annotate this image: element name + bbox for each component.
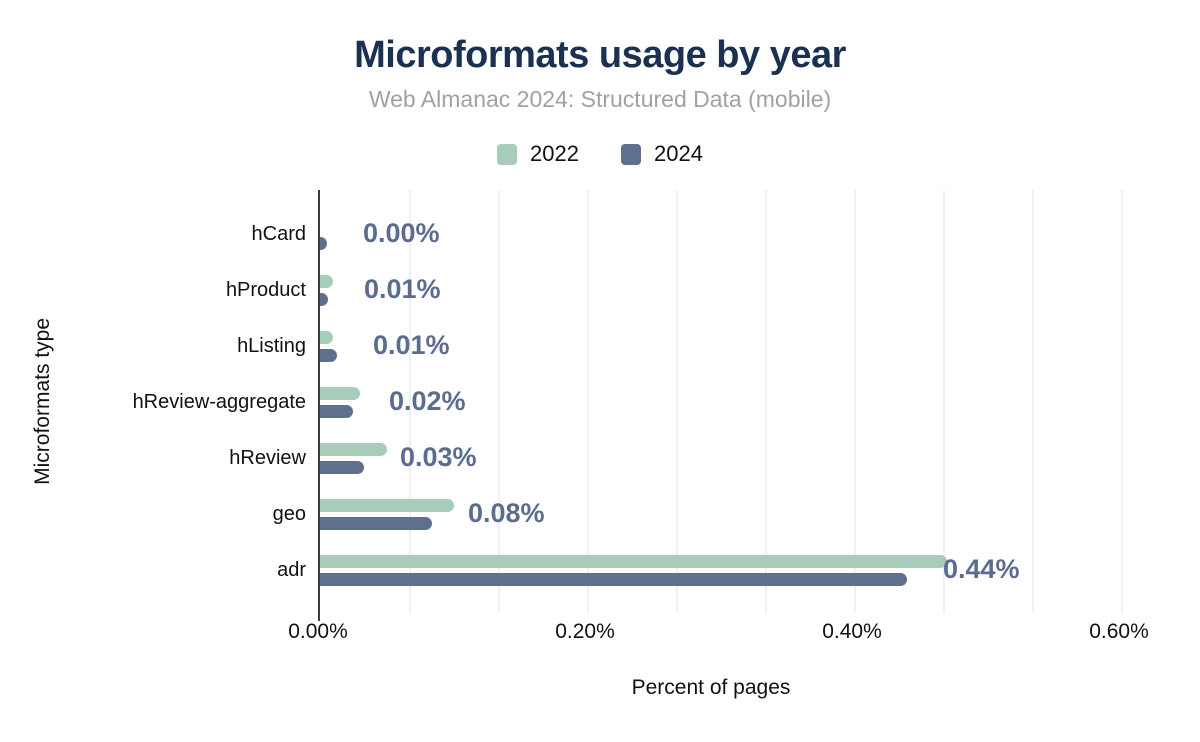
x-tick-labels: 0.00% 0.20% 0.40% 0.60% [288,620,1180,646]
value-label-hProduct: 0.01% [364,274,441,304]
bar-2024-hCard [320,236,327,250]
x-tick-label-0.00%: 0.00% [288,620,348,643]
category-label-hProduct: hProduct [225,279,306,301]
bar-2022-hListing [320,330,333,344]
gridline [1032,190,1034,613]
bar-2022-geo [320,498,454,512]
gridline [498,190,500,613]
plot-area: 0.00% 0.01% 0.01% 0.02% 0.03% 0.08% 0.44% [318,190,1182,621]
x-axis-title: Percent of pages [631,676,791,699]
legend: 2022 2024 [0,141,1200,167]
category-labels: hCard hProduct hListing hReview-aggregate hR… [0,190,306,613]
gridline [1121,190,1123,613]
category-label-hReview-aggregate: hReview-aggregate [132,391,306,413]
legend-label: 2024 [654,141,703,166]
category-label-geo: geo [272,503,306,525]
category-label-hListing: hListing [237,335,306,357]
value-label-geo: 0.08% [468,498,545,528]
category-label-hReview: hReview [229,447,306,469]
x-axis-zero-tick [318,613,320,621]
gridline [854,190,856,613]
x-tick-label-0.60%: 0.60% [1089,620,1149,643]
bar-2024-adr [320,572,907,586]
bar-2022-hReview [320,442,387,456]
legend-label: 2022 [530,141,579,166]
gridline [409,190,411,613]
bar-2022-hProduct [320,274,333,288]
bar-2024-hReview [320,460,364,474]
bar-2024-geo [320,516,432,530]
value-label-adr: 0.44% [943,554,1020,584]
bar-2024-hReview-aggregate [320,404,353,418]
gridline [676,190,678,613]
category-label-adr: adr [277,559,306,581]
page-subtitle: Web Almanac 2024: Structured Data (mobil… [368,86,832,112]
x-tick-label-0.20%: 0.20% [555,620,615,643]
gridline [587,190,589,613]
page-title: Microformats usage by year [354,34,846,76]
x-tick-label-0.40%: 0.40% [822,620,882,643]
gridline [943,190,945,613]
value-label-hReview: 0.03% [400,442,477,472]
value-label-hListing: 0.01% [373,330,450,360]
bar-2024-hProduct [320,292,328,306]
value-label-hCard: 0.00% [363,218,440,248]
bar-2022-adr [320,554,947,568]
gridline [765,190,767,613]
legend-item-2024: 2024 [621,141,703,167]
value-label-hReview-aggregate: 0.02% [389,386,466,416]
bar-2024-hListing [320,348,337,362]
legend-item-2022: 2022 [497,141,579,167]
legend-swatch-2022 [497,143,518,165]
category-label-hCard: hCard [251,223,306,245]
bar-2022-hReview-aggregate [320,386,360,400]
legend-swatch-2024 [621,143,641,165]
